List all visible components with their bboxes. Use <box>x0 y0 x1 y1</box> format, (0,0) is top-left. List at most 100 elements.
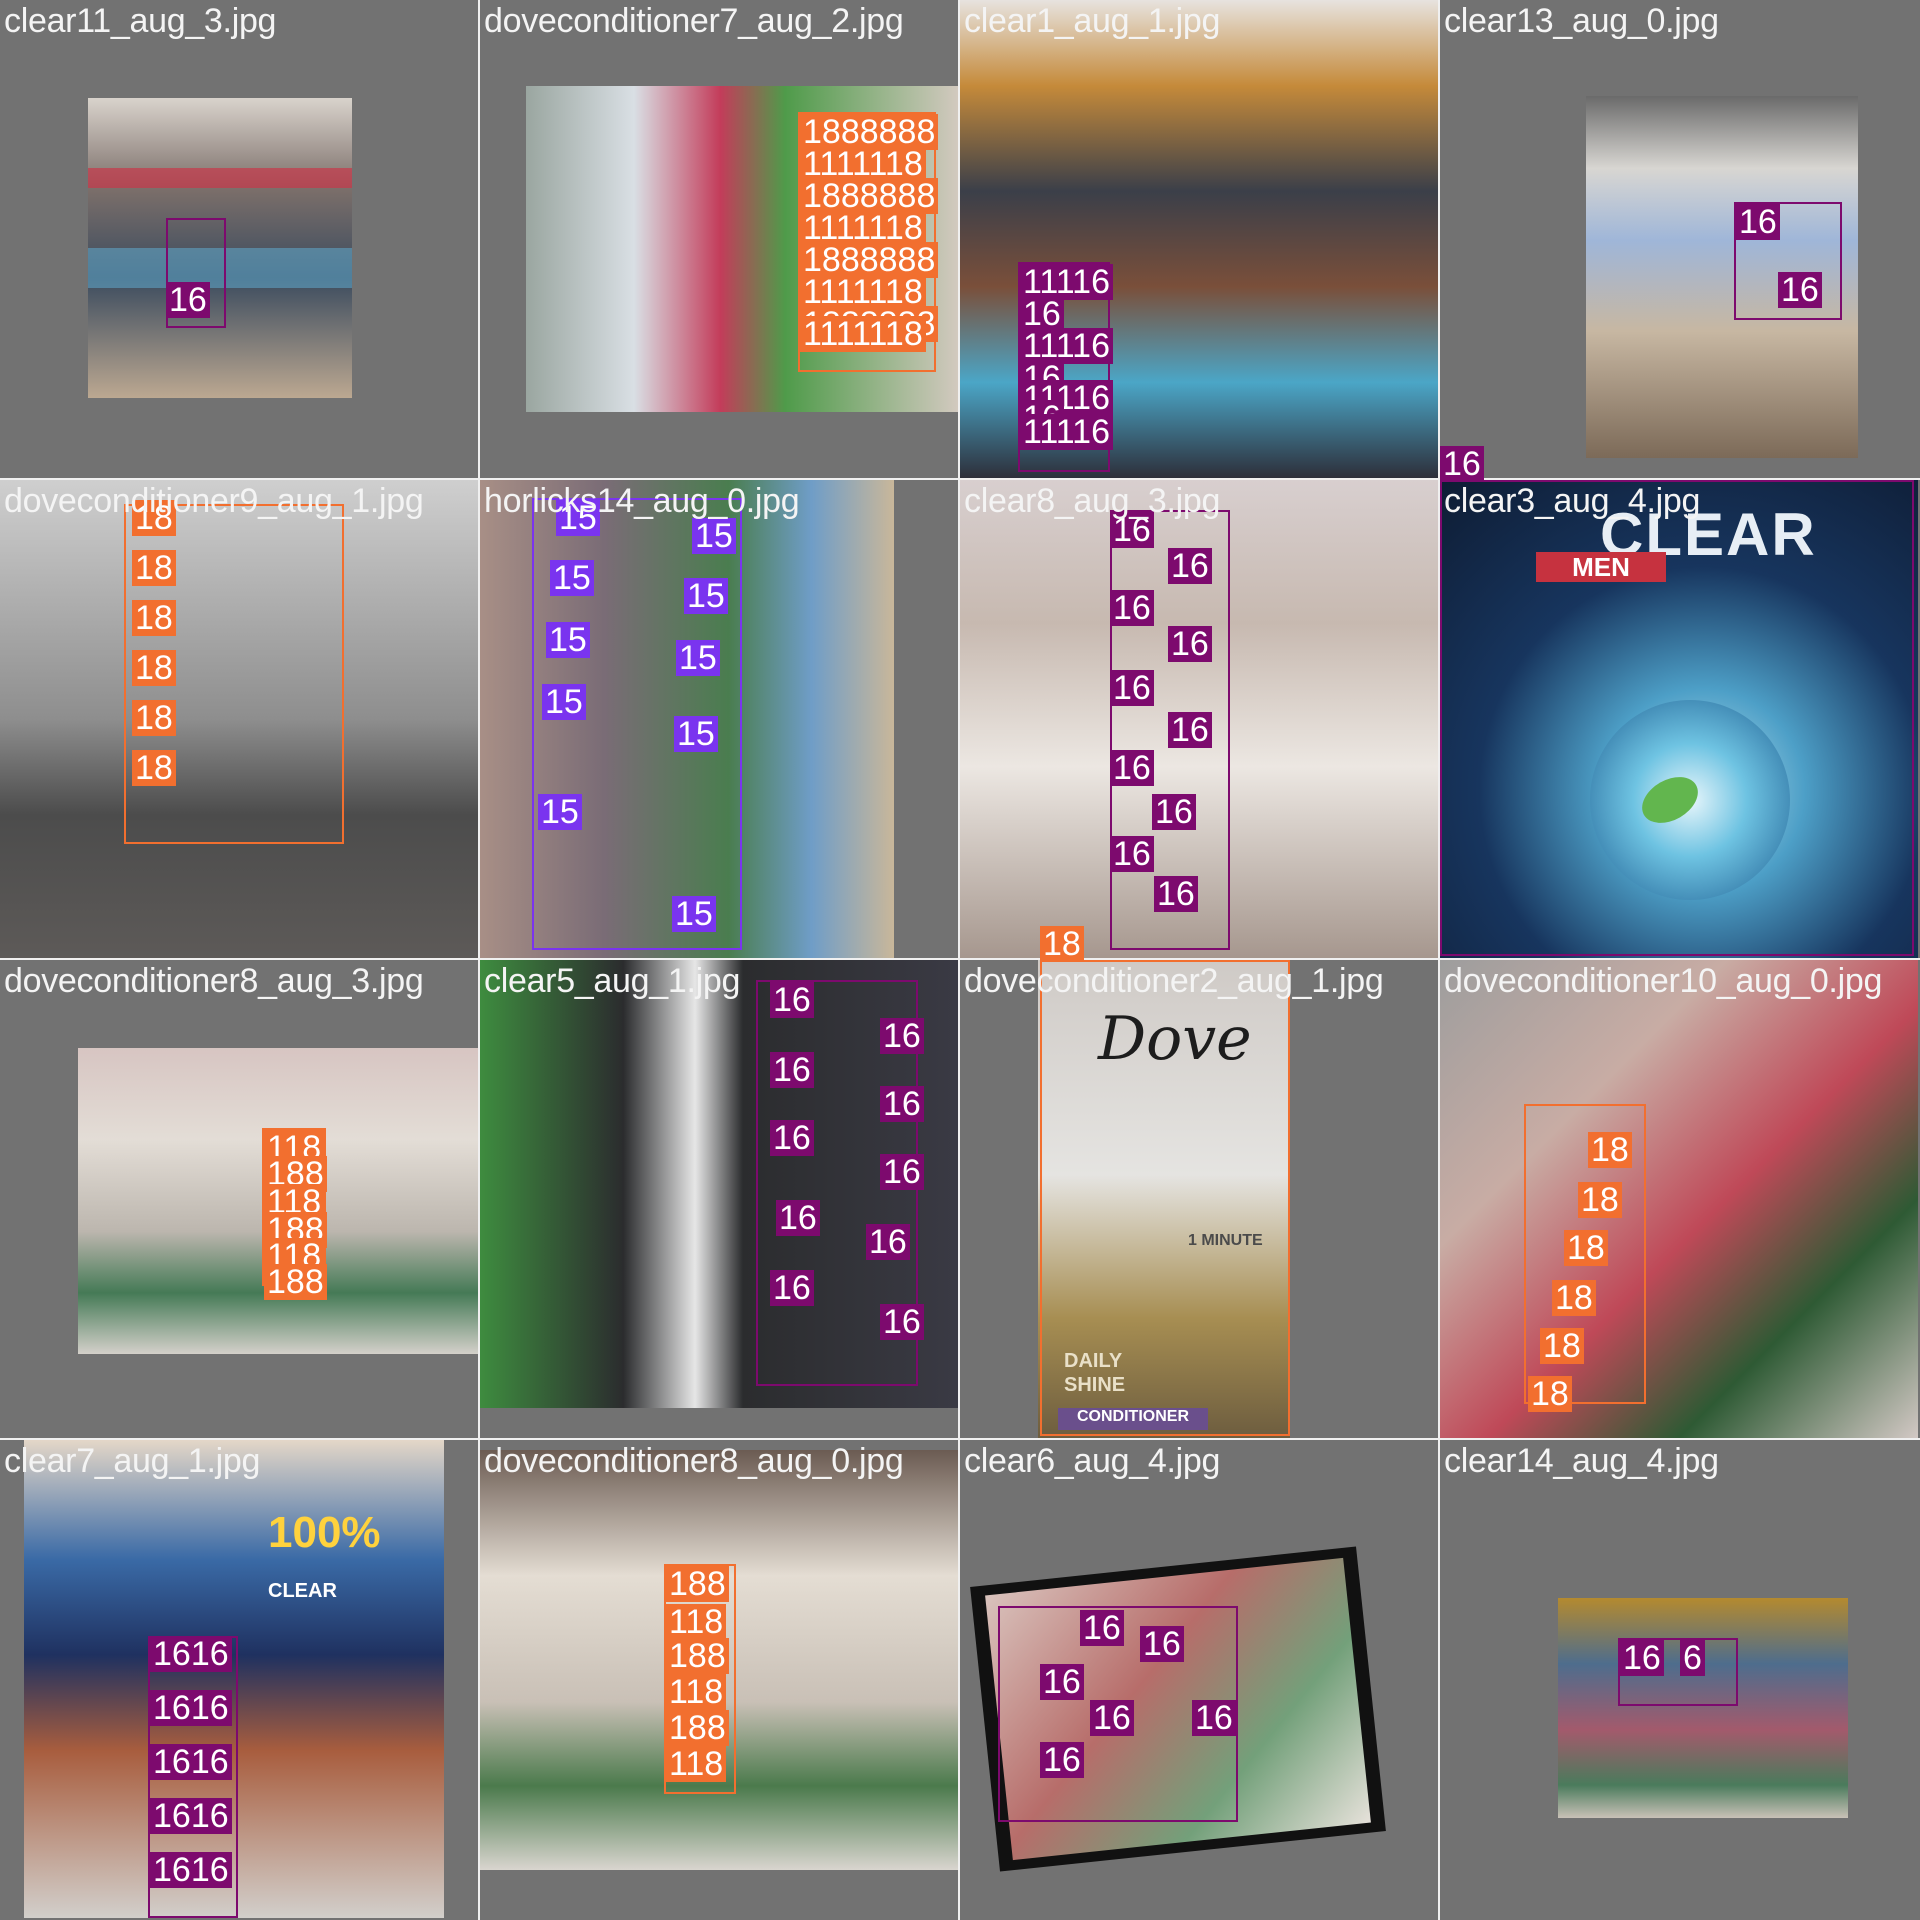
detection-label: 15 <box>684 578 728 614</box>
tile-9: 118 188 118 188 118 188 doveconditioner8… <box>0 960 478 1438</box>
grid-divider <box>0 1438 1920 1440</box>
detection-label: 16 <box>1090 1700 1134 1736</box>
detection-label: 16 <box>1192 1700 1236 1736</box>
tile-filename: doveconditioner7_aug_2.jpg <box>484 2 904 40</box>
detection-label: 18 <box>1588 1132 1632 1168</box>
tile-1: 16 clear11_aug_3.jpg <box>0 0 478 478</box>
detection-label: 188 <box>264 1264 327 1300</box>
detection-label: 16 <box>880 1304 924 1340</box>
detection-label: 16 <box>1440 446 1484 482</box>
tile-10: 16 16 16 16 16 16 16 16 16 16 clear5_aug… <box>480 960 958 1438</box>
grid-divider <box>0 958 1920 960</box>
shine-text: SHINE <box>1064 1374 1126 1396</box>
tile-filename: clear3_aug_4.jpg <box>1444 482 1701 520</box>
detection-label: 16 <box>1778 272 1822 308</box>
detection-label: 16 <box>770 1270 814 1306</box>
shop-photo <box>1440 960 1918 1438</box>
detection-label: 16 <box>1168 548 1212 584</box>
grid-divider <box>0 478 1920 480</box>
detection-label: 18 <box>132 500 176 536</box>
detection-label: 16 <box>776 1200 820 1236</box>
tile-5: 18 18 18 18 18 18 doveconditioner9_aug_1… <box>0 480 478 958</box>
detection-box <box>1618 1638 1738 1706</box>
detection-label: 188 <box>666 1638 729 1674</box>
detection-label: 16 <box>1140 1626 1184 1662</box>
detection-label: 1111118 <box>800 274 926 310</box>
shop-photo <box>0 480 478 958</box>
detection-label: 15 <box>542 684 586 720</box>
tile-13: 100% CLEAR 1616 1616 1616 1616 1616 clea… <box>0 1440 478 1918</box>
detection-label: 16 <box>880 1154 924 1190</box>
detection-label: 16 <box>866 1224 910 1260</box>
detection-label: 16 <box>880 1018 924 1054</box>
detection-label: 18 <box>132 600 176 636</box>
detection-label: 188 <box>666 1710 729 1746</box>
promo-percent: 100% <box>268 1508 381 1557</box>
detection-label: 1616 <box>150 1852 232 1888</box>
detection-label: 16 <box>1110 836 1154 872</box>
tile-filename: clear11_aug_3.jpg <box>4 2 277 40</box>
detection-box <box>166 218 226 328</box>
detection-label: 16 <box>1110 590 1154 626</box>
detection-label: 1616 <box>150 1798 232 1834</box>
detection-label: 16 <box>1040 1664 1084 1700</box>
detection-box <box>1018 262 1110 472</box>
tile-filename: clear7_aug_1.jpg <box>4 1442 261 1480</box>
detection-label: 18 <box>1528 1376 1572 1412</box>
detection-label: 16 <box>1110 750 1154 786</box>
daily-text: DAILY <box>1064 1350 1123 1372</box>
detection-box <box>1734 202 1842 320</box>
detection-label: 1616 <box>150 1690 232 1726</box>
detection-label: 16 <box>1620 1640 1664 1676</box>
detection-label: 15 <box>674 716 718 752</box>
detection-label: 16 <box>1736 204 1780 240</box>
tile-filename: doveconditioner10_aug_0.jpg <box>1444 962 1883 1000</box>
tile-11: Dove 1 MINUTE DAILY SHINE CONDITIONER do… <box>960 960 1438 1438</box>
tile-filename: clear14_aug_4.jpg <box>1444 1442 1719 1480</box>
detection-box <box>664 1564 736 1794</box>
grid-divider <box>958 0 960 1920</box>
tile-12: 18 18 18 18 18 18 doveconditioner10_aug_… <box>1440 960 1918 1438</box>
conditioner-band: CONDITIONER <box>1058 1408 1208 1430</box>
detection-label: 16 <box>770 982 814 1018</box>
detection-label: 18 <box>1578 1182 1622 1218</box>
detection-label: 1888888 <box>800 242 939 278</box>
detection-label: 16 <box>1080 1610 1124 1646</box>
detection-box <box>1110 510 1230 950</box>
tile-filename: doveconditioner9_aug_1.jpg <box>4 482 424 520</box>
detection-label: 16 <box>770 1052 814 1088</box>
detection-label: 16 <box>1110 512 1154 548</box>
detection-box <box>1040 960 1290 1436</box>
shop-photo: 100% CLEAR <box>24 1440 444 1918</box>
detection-label: 15 <box>546 622 590 658</box>
detection-label: 15 <box>556 500 600 536</box>
detection-label: 11116 <box>1020 414 1113 450</box>
tile-8: CLEAR MEN clear3_aug_4.jpg <box>1440 480 1918 958</box>
detection-label: 1888888 <box>800 114 939 150</box>
detection-box <box>1440 480 1914 956</box>
tile-filename: clear6_aug_4.jpg <box>964 1442 1221 1480</box>
detection-label: 16 <box>1168 712 1212 748</box>
detection-label: 18 <box>132 750 176 786</box>
detection-box <box>998 1606 1238 1822</box>
tile-filename: clear1_aug_1.jpg <box>964 2 1221 40</box>
tile-6: 15 15 15 15 15 15 15 15 15 15 horlicks14… <box>480 480 958 958</box>
tile-7: 16 16 16 16 16 16 16 16 16 16 clear8_aug… <box>960 480 1438 958</box>
tile-filename: clear13_aug_0.jpg <box>1444 2 1719 40</box>
detection-label: 16 <box>1152 794 1196 830</box>
dove-brand-text: Dove <box>1098 1004 1252 1074</box>
tile-3: 11116 16 11116 16 11116 16 11116 clear1_… <box>960 0 1438 478</box>
detection-label: 18 <box>1564 1230 1608 1266</box>
detection-label: 11116 <box>1020 264 1113 300</box>
detection-label: 118 <box>666 1674 727 1710</box>
detection-label: 1111118 <box>800 210 926 246</box>
detection-label: 1888888 <box>800 178 939 214</box>
detection-label: 16 <box>1154 876 1198 912</box>
detection-label: 16 <box>770 1120 814 1156</box>
detection-box <box>532 498 742 950</box>
grid-divider <box>478 0 480 1920</box>
tile-4: 16 16 clear13_aug_0.jpg <box>1440 0 1918 478</box>
detection-label: 188 <box>666 1566 729 1602</box>
detection-label: 18 <box>132 550 176 586</box>
